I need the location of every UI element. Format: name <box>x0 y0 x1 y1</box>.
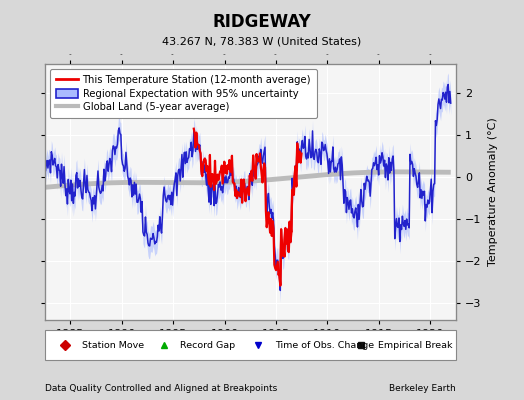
Text: 43.267 N, 78.383 W (United States): 43.267 N, 78.383 W (United States) <box>162 37 362 47</box>
Text: Data Quality Controlled and Aligned at Breakpoints: Data Quality Controlled and Aligned at B… <box>45 384 277 393</box>
FancyBboxPatch shape <box>45 330 456 360</box>
Text: Station Move: Station Move <box>82 340 144 350</box>
Legend: This Temperature Station (12-month average), Regional Expectation with 95% uncer: This Temperature Station (12-month avera… <box>50 69 317 118</box>
Text: Berkeley Earth: Berkeley Earth <box>389 384 456 393</box>
Text: Empirical Break: Empirical Break <box>378 340 452 350</box>
Text: Time of Obs. Change: Time of Obs. Change <box>275 340 374 350</box>
Text: RIDGEWAY: RIDGEWAY <box>213 13 311 31</box>
Y-axis label: Temperature Anomaly (°C): Temperature Anomaly (°C) <box>488 118 498 266</box>
Text: Record Gap: Record Gap <box>180 340 235 350</box>
